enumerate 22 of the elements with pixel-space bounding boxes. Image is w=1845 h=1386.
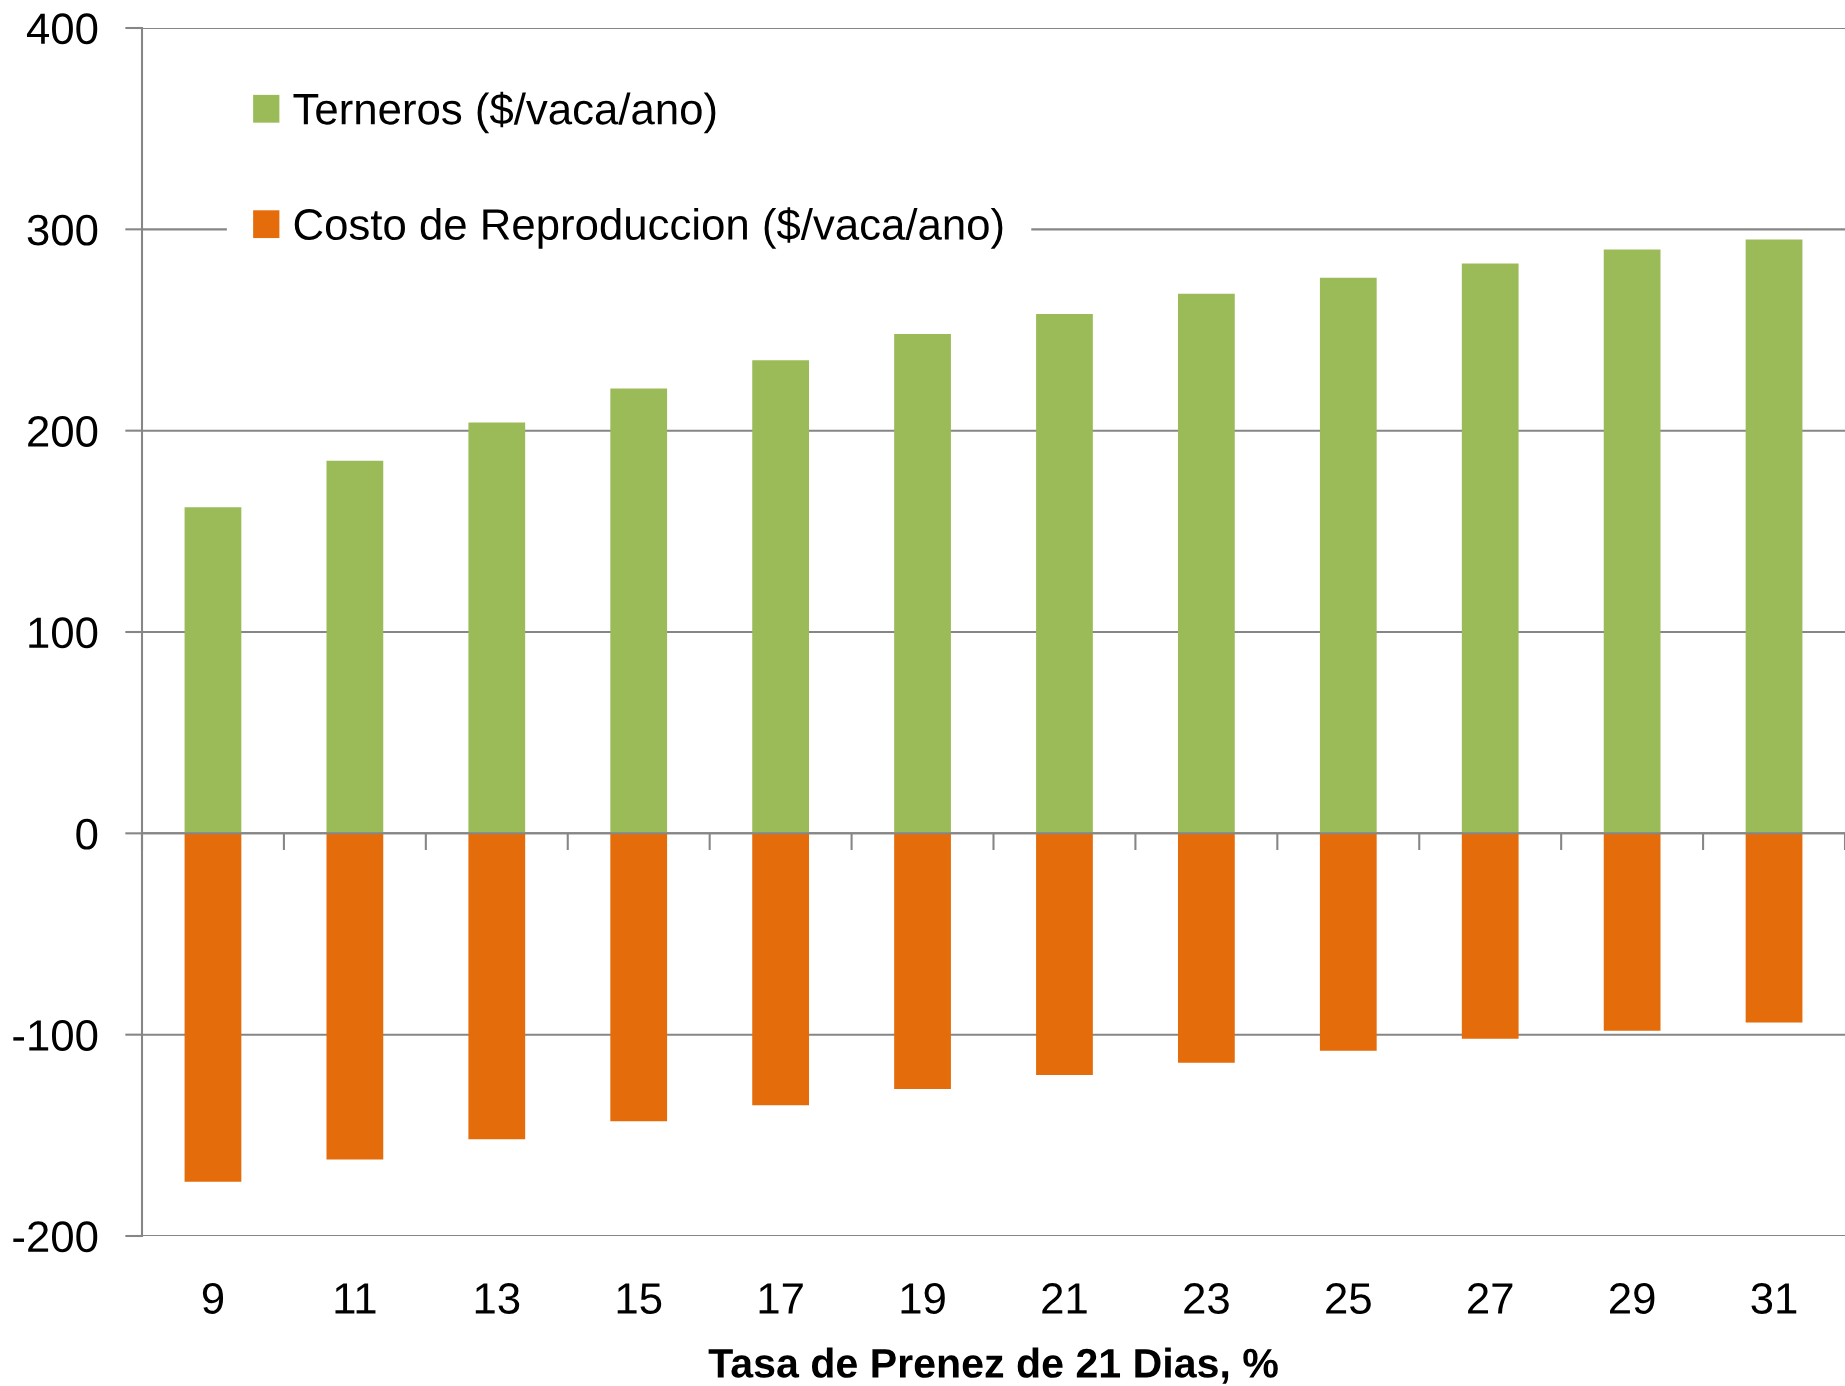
x-tick-label: 23 — [1184, 1282, 1229, 1314]
x-axis-title: Tasa de Prenez de 21 Dias, % — [708, 1347, 1278, 1384]
y-tick-label: 400 — [26, 13, 98, 45]
x-tick-label: 21 — [1042, 1282, 1087, 1314]
y-tick-label: -200 — [13, 1221, 98, 1253]
x-tick-label: 11 — [335, 1283, 376, 1314]
legend-label: Terneros ($/vaca/ano) — [293, 91, 716, 134]
x-tick-label: 29 — [1610, 1282, 1655, 1314]
x-tick-label: 13 — [475, 1282, 520, 1314]
x-tick-label: 19 — [901, 1282, 945, 1314]
y-tick-label: 0 — [76, 818, 98, 850]
x-tick-label: 9 — [202, 1282, 224, 1314]
y-tick-label: 200 — [28, 415, 98, 447]
y-tick-label: 100 — [29, 617, 98, 649]
legend-label: Costo de Reproduccion ($/vaca/ano) — [294, 207, 1003, 249]
x-tick-label: 17 — [759, 1283, 803, 1314]
y-tick-label: -100 — [13, 1019, 98, 1051]
x-tick-label: 25 — [1326, 1282, 1371, 1314]
x-tick-label: 31 — [1751, 1282, 1797, 1314]
x-tick-label: 27 — [1468, 1282, 1513, 1314]
y-tick-label: 300 — [27, 214, 98, 246]
x-tick-label: 15 — [617, 1283, 662, 1314]
